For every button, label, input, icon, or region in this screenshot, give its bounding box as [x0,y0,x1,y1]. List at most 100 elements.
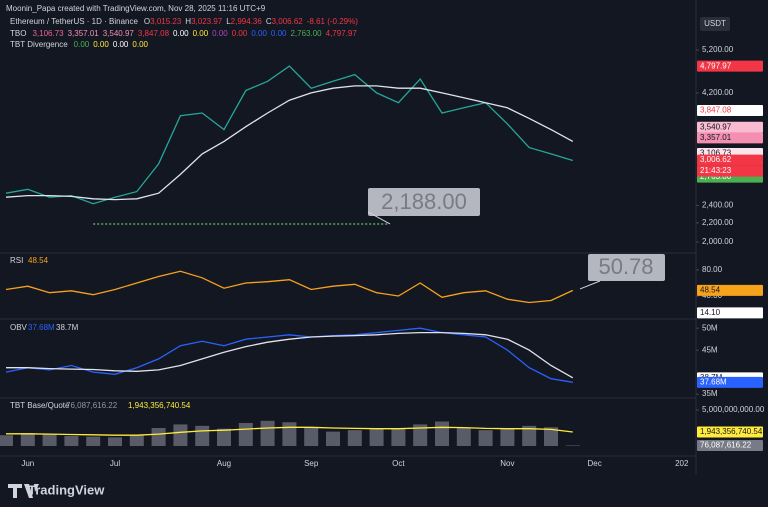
price-tag-label: 3,540.97 [700,122,732,131]
price-tag-label: 4,797.97 [700,61,732,70]
bar [129,434,144,446]
y-tick-label: 5,000,000,000.00 [702,405,765,414]
legend-text: 3,106.73 [32,29,64,38]
legend-text: 0.00 [173,29,189,38]
legend-header: Ethereum / TetherUS · 1D · Binance O 3,015… [10,17,358,49]
price-tag-label: 37.68M [700,377,727,386]
legend-text: 3,006.62 [272,17,304,26]
legend-text: -8.61 (-0.29%) [307,17,358,26]
countdown-tag [697,165,763,177]
legend-text: 3,023.97 [191,17,223,26]
panel-title: RSI [10,256,23,265]
brand: TradingView [28,482,105,497]
legend-text: 0.00 [132,40,148,49]
legend-text: 3,540.97 [103,29,135,38]
legend-text: H [185,17,191,26]
series-line [6,426,573,436]
x-tick-label: 202 [675,459,689,468]
bar [108,437,122,446]
bar [565,445,580,446]
bar [217,428,231,446]
bar [347,430,362,446]
price-tag [697,307,763,319]
legend-text: 0.00 [212,29,228,38]
series-line [5,65,573,205]
price-tag-label: 1,943,356,740.54 [700,427,763,436]
y-tick-label: 45M [702,345,718,354]
bar [0,435,13,446]
series-line [6,331,574,379]
annotation-box [368,187,480,216]
panel-value: 1,943,356,740.54 [128,401,191,410]
series-line [5,270,574,304]
panel-value: 37.68M [28,323,55,332]
price-tag-label: 3,847.08 [700,106,732,115]
bar [391,428,406,446]
bar [260,420,275,446]
y-tick-label: 4,200.00 [702,88,734,97]
price-tag [697,376,763,388]
annotation-pointer [367,211,391,225]
panel-title: TBT Base/Quote [10,401,70,410]
y-tick-label: 80.00 [702,265,723,274]
legend-text: TBT Divergence [10,40,68,49]
price-tag [697,105,763,117]
bar [64,435,79,446]
x-tick-label: Nov [500,459,514,468]
legend-text: Ethereum / TetherUS · 1D · Binance [10,17,138,26]
bar [413,424,428,446]
currency: USDT [704,19,726,28]
bar [522,425,537,446]
price-tag [697,121,763,133]
price-tag-label: 48.54 [700,286,721,295]
x-tick-label: Dec [587,459,601,468]
legend-text: 0.00 [271,29,287,38]
bar [304,427,319,446]
price-tag-label: 2,763.00 [700,172,732,181]
x-tick-label: Sep [304,459,319,468]
bar [42,434,57,446]
y-tick-label: 35M [702,389,718,398]
bar [478,430,493,446]
annotation: 2,188.00 [381,189,467,214]
price-tag [697,60,763,72]
legend-text: 3,015.23 [150,17,182,26]
bar [435,421,449,446]
price-tag-label: 76,087,616.22 [700,441,752,450]
bar [238,422,253,446]
price-tag [697,132,763,144]
currency-box [700,17,730,31]
y-tick-label: 2,200.00 [702,218,734,227]
panel-value: 48.54 [28,256,49,265]
bar [544,427,558,446]
legend-text: 4,797.97 [326,29,358,38]
annotation-box [588,254,665,281]
bar [86,436,101,446]
legend-text: 0.00 [93,40,109,49]
legend-text: L [226,17,231,26]
countdown: 21:43:23 [700,166,732,175]
price-tag [697,154,763,166]
legend-text: 0.00 [113,40,129,49]
price-tag [697,439,763,451]
legend-text: 0.00 [74,40,90,49]
price-tag-label: 3,357.01 [700,133,732,142]
bar [151,428,166,446]
x-tick-label: Aug [217,459,231,468]
legend-text: 2,763.00 [290,29,322,38]
x-tick-label: Jul [110,459,120,468]
panel-title: OBV [10,323,28,332]
panel-value: 38.7M [56,323,79,332]
legend-text: C [266,17,272,26]
price-tag-label: 14.10 [700,308,721,317]
price-tag [697,284,763,296]
bar [326,431,340,446]
legend-text: 2,994.36 [231,17,263,26]
bar [173,424,188,446]
series-line [5,85,574,201]
legend-text: TBO [10,29,26,38]
logo [8,484,39,498]
legend-text: 3,357.01 [68,29,100,38]
x-tick-label: Oct [392,459,405,468]
